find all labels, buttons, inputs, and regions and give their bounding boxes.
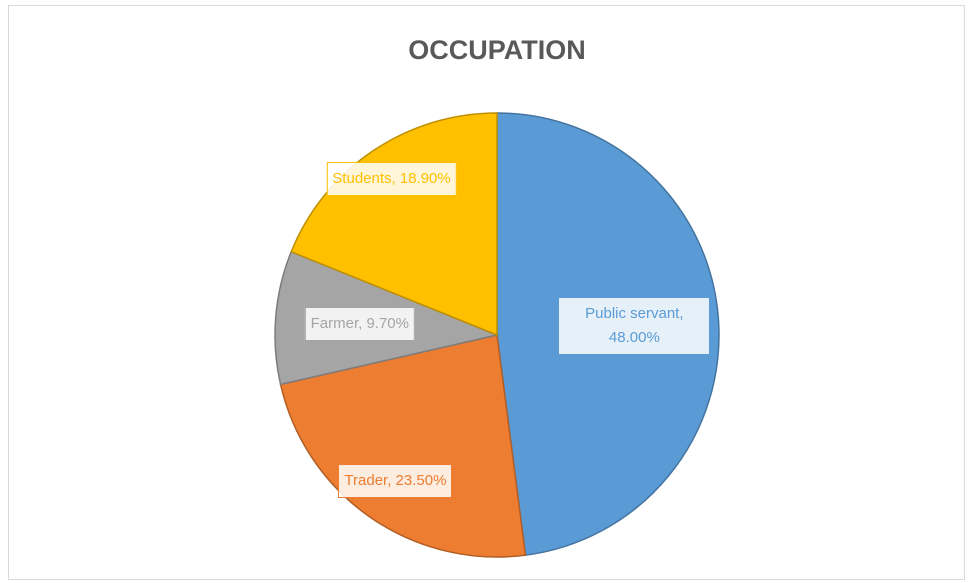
data-label: Farmer, 9.70% [304,306,415,341]
chart-title: OCCUPATION [408,35,586,65]
pie-slice [279,334,527,558]
data-label: Trader, 23.50% [338,463,453,498]
data-label: Public servant, 48.00% [558,297,711,356]
data-label: Students, 18.90% [326,161,457,196]
